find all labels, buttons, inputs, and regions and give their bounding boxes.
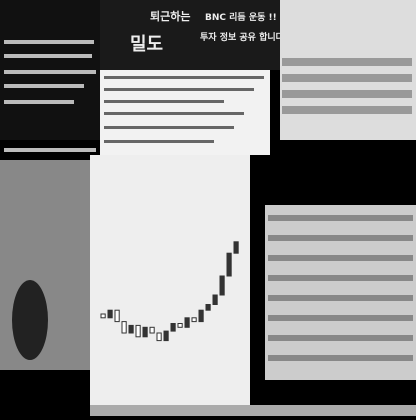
status-bar (90, 405, 416, 416)
chart-area (90, 155, 250, 405)
candle (184, 317, 190, 328)
candle (191, 317, 197, 323)
quote-table (265, 205, 416, 380)
top-table (280, 0, 416, 140)
candle (107, 309, 113, 319)
candle (142, 326, 148, 338)
candle (177, 323, 183, 328)
candle (114, 309, 120, 323)
candle (135, 324, 141, 338)
candle (156, 332, 162, 342)
candle (100, 313, 106, 319)
candle (212, 294, 218, 305)
banner-right2: 투자 정보 공유 합니다 (200, 31, 285, 43)
left-text-lines (4, 40, 96, 152)
candle (149, 326, 155, 334)
banner-brand: 밀도 (130, 34, 163, 55)
banner-left: 퇴근하는 (150, 9, 190, 23)
banner-right: BNC 리듬 운동 !! (205, 11, 277, 23)
candle (198, 309, 204, 323)
candle (163, 330, 169, 342)
text-lines (104, 76, 264, 143)
candle (219, 275, 225, 296)
banner (100, 0, 280, 70)
candle (226, 252, 232, 277)
candle (233, 241, 239, 254)
photo-shape (12, 280, 48, 360)
quote-rows (268, 215, 413, 361)
candle (121, 321, 127, 334)
candle (128, 324, 134, 334)
candle (170, 323, 176, 332)
candle (205, 304, 211, 311)
top-table-rows (282, 58, 412, 114)
